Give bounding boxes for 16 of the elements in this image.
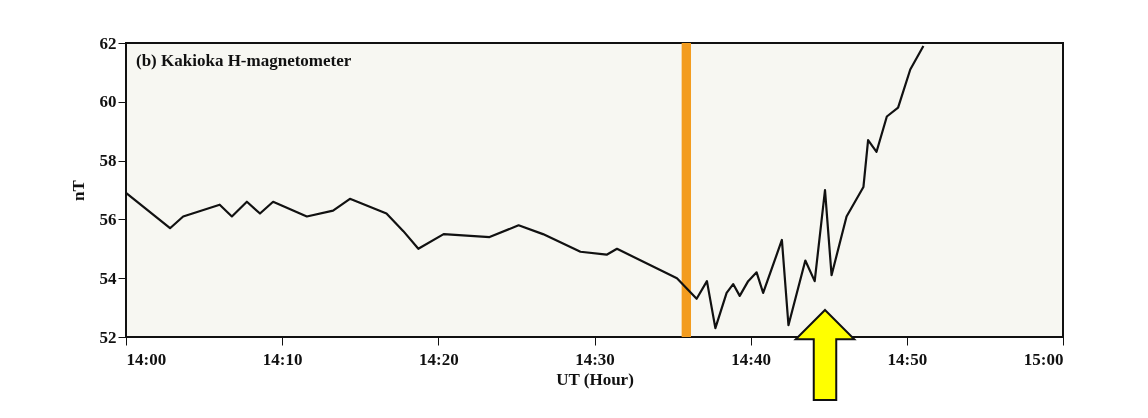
y-tick-label: 60 bbox=[99, 92, 117, 112]
y-tick-label: 58 bbox=[99, 151, 117, 171]
x-tick-label: 14:20 bbox=[418, 349, 459, 369]
y-axis-title: nT bbox=[68, 179, 88, 201]
x-tick-label: 14:40 bbox=[731, 349, 772, 369]
y-tick-label: 56 bbox=[99, 209, 117, 229]
chart-title: (b) Kakioka H-magnetometer bbox=[136, 51, 352, 70]
x-tick-label: 14:30 bbox=[575, 349, 615, 369]
y-tick-label: 52 bbox=[99, 327, 117, 347]
x-tick-label: 15:00 bbox=[1023, 349, 1064, 369]
y-tick-label: 62 bbox=[99, 33, 117, 53]
y-tick-label: 54 bbox=[99, 268, 117, 288]
x-tick-label: 14:10 bbox=[262, 349, 303, 369]
x-axis-title: UT (Hour) bbox=[556, 369, 634, 389]
x-tick-label: 14:00 bbox=[126, 349, 167, 369]
x-tick-label: 14:50 bbox=[887, 349, 928, 369]
